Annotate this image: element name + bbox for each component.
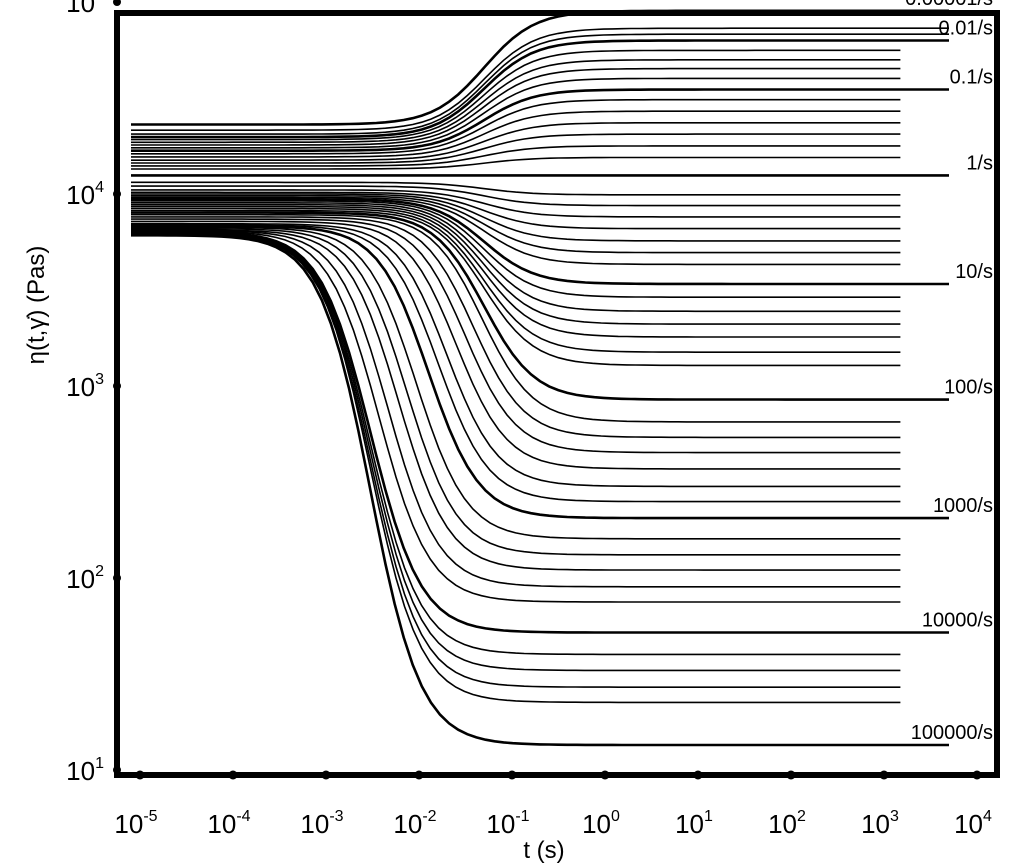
series-line-46 — [131, 232, 901, 672]
series-line-35 — [131, 220, 901, 470]
series-line-40 — [131, 227, 901, 556]
series-annotation-4: 0.01/s — [939, 18, 993, 40]
x-tick-label-10: 104 — [954, 808, 992, 839]
series-line-12 — [131, 122, 901, 161]
series-line-22 — [131, 194, 901, 254]
y-tick-label-4: 104 — [66, 179, 104, 210]
y-tick-mark-1 — [113, 766, 121, 774]
series-line-34 — [131, 218, 901, 454]
x-tick-mark-8 — [786, 770, 796, 780]
y-tick-label-3: 103 — [66, 371, 104, 402]
x-tick-label-5: 10-1 — [486, 808, 529, 839]
x-axis-ticks: 10-5 10-4 10-3 10-2 10-1 100 101 102 103 104 — [114, 770, 992, 839]
series-line-25 — [131, 200, 901, 299]
series-line-10 — [131, 98, 901, 155]
series-line-17 — [131, 181, 901, 196]
series-annotation-49: 100000/s — [911, 722, 993, 744]
x-axis-label: t (s) — [523, 837, 564, 864]
x-tick-mark-10 — [972, 770, 982, 780]
series-line-27 — [131, 203, 901, 325]
series-line-24 — [131, 197, 949, 286]
series-line-20 — [131, 191, 901, 230]
x-tick-label-8: 102 — [768, 808, 806, 839]
series-line-26 — [131, 202, 901, 313]
plot-frame — [114, 10, 1000, 778]
series-line-7 — [131, 67, 901, 146]
series-annotation-16: 1/s — [966, 152, 993, 174]
x-tick-mark-3 — [321, 770, 331, 780]
series-line-29 — [131, 207, 901, 354]
series-line-47 — [131, 233, 901, 689]
series-line-31 — [131, 211, 949, 401]
series-line-1 — [131, 9, 949, 126]
series-line-32 — [131, 213, 901, 423]
series-line-23 — [131, 196, 901, 266]
series-line-4 — [131, 39, 949, 139]
x-tick-label-1: 10-5 — [114, 808, 157, 839]
x-tick-mark-6 — [600, 770, 610, 780]
x-tick-label-7: 101 — [675, 808, 713, 839]
curve-group — [131, 9, 949, 747]
series-annotation-44: 10000/s — [922, 610, 993, 632]
y-tick-label-1: 101 — [66, 755, 104, 786]
y-tick-mark-3 — [113, 382, 121, 390]
series-line-42 — [131, 229, 901, 588]
series-line-14 — [131, 145, 901, 167]
series-line-36 — [131, 222, 901, 488]
series-line-6 — [131, 58, 901, 144]
x-tick-mark-5 — [507, 770, 517, 780]
series-annotation-9: 0.1/s — [950, 67, 993, 89]
y-tick-mark-2 — [113, 574, 121, 582]
series-line-3 — [131, 33, 949, 135]
series-line-11 — [131, 110, 901, 158]
x-tick-mark-4 — [414, 770, 424, 780]
x-tick-mark-7 — [693, 770, 703, 780]
series-annotation-1: 0.00001/s — [905, 0, 993, 10]
series-annotation-38: 1000/s — [933, 495, 993, 517]
series-line-39 — [131, 226, 901, 540]
series-line-2 — [131, 27, 949, 131]
x-tick-label-6: 100 — [582, 808, 620, 839]
series-line-19 — [131, 189, 901, 218]
x-tick-mark-9 — [879, 770, 889, 780]
series-line-44 — [131, 230, 949, 634]
series-line-18 — [131, 185, 901, 207]
y-axis-ticks: 101 102 103 104 105 — [66, 0, 121, 786]
x-tick-label-2: 10-4 — [207, 808, 250, 839]
series-line-33 — [131, 216, 901, 439]
series-line-37 — [131, 224, 901, 503]
series-line-21 — [131, 193, 901, 242]
series-line-15 — [131, 156, 901, 170]
series-line-28 — [131, 205, 901, 338]
series-line-9 — [131, 88, 949, 152]
x-tick-mark-2 — [228, 770, 238, 780]
series-annotation-31: 100/s — [944, 377, 993, 399]
series-line-8 — [131, 77, 901, 149]
x-tick-label-3: 10-3 — [300, 808, 343, 839]
series-line-43 — [131, 230, 901, 603]
series-line-41 — [131, 229, 901, 571]
y-axis-label: η(t,γ̇) (Pas) — [23, 246, 50, 365]
annotation-group: 0.00001/s 0.01/s 0.1/s 1/s 10/s 100/s 1000/s 10… — [905, 0, 993, 744]
series-line-5 — [131, 49, 901, 141]
x-tick-label-9: 103 — [861, 808, 899, 839]
series-line-13 — [131, 133, 901, 164]
series-annotation-24: 10/s — [955, 261, 993, 283]
x-tick-label-4: 10-2 — [393, 808, 436, 839]
y-tick-mark-5 — [113, 0, 121, 6]
y-tick-mark-4 — [113, 190, 121, 198]
series-line-49 — [131, 234, 949, 747]
x-tick-mark-1 — [135, 770, 145, 780]
y-tick-label-2: 102 — [66, 563, 104, 594]
series-line-45 — [131, 231, 901, 656]
series-line-38 — [131, 224, 949, 520]
series-line-30 — [131, 209, 901, 367]
y-tick-label-5: 105 — [66, 0, 104, 18]
